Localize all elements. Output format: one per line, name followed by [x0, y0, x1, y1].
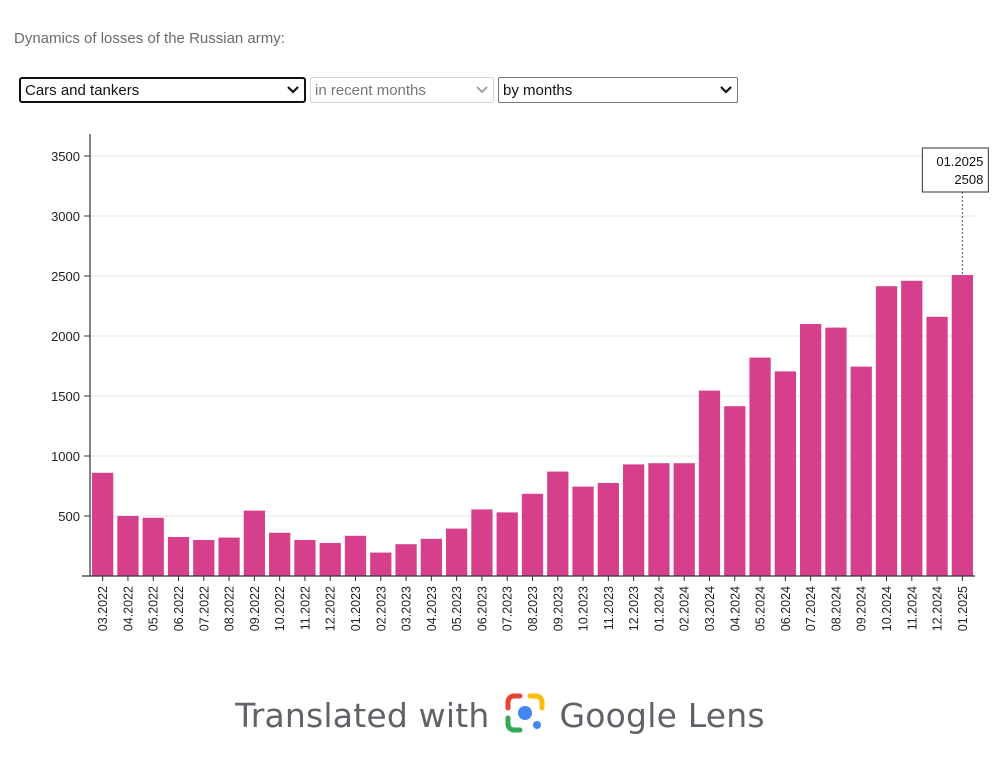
- bar-10.2022[interactable]: [269, 532, 291, 576]
- y-tick-label: 2000: [51, 329, 80, 344]
- bar-11.2024[interactable]: [901, 280, 923, 576]
- bar-10.2023[interactable]: [572, 486, 594, 576]
- x-tick-label: 07.2023: [501, 586, 515, 631]
- x-tick-label: 10.2024: [880, 586, 894, 631]
- x-tick-label: 12.2024: [931, 586, 945, 631]
- y-tick-label: 3000: [51, 209, 80, 224]
- period-select[interactable]: in recent months: [310, 77, 494, 103]
- bar-12.2024[interactable]: [926, 316, 948, 576]
- bar-05.2022[interactable]: [142, 517, 164, 576]
- bar-03.2024[interactable]: [698, 390, 721, 576]
- bar-09.2024[interactable]: [850, 366, 872, 576]
- bar-12.2022[interactable]: [319, 543, 341, 576]
- x-tick-label: 12.2023: [627, 586, 641, 631]
- tooltip-label: 01.2025: [936, 154, 983, 169]
- x-tick-label: 09.2024: [855, 586, 869, 631]
- y-tick-label: 500: [58, 509, 80, 524]
- x-tick-label: 01.2025: [956, 586, 970, 631]
- bar-02.2023[interactable]: [370, 552, 392, 576]
- x-tick-label: 11.2022: [298, 586, 312, 630]
- x-tick-label: 12.2022: [324, 586, 338, 631]
- y-tick-label: 1500: [51, 389, 80, 404]
- x-tick-label: 06.2023: [475, 586, 489, 631]
- period-select-value: in recent months: [315, 81, 426, 99]
- x-tick-label: 06.2024: [779, 586, 793, 631]
- x-tick-label: 04.2022: [121, 586, 135, 631]
- bar-07.2023[interactable]: [496, 512, 518, 576]
- bar-04.2022[interactable]: [117, 516, 139, 576]
- bar-06.2023[interactable]: [471, 509, 493, 576]
- x-tick-label: 10.2022: [273, 586, 287, 631]
- bar-04.2024[interactable]: [724, 406, 746, 576]
- bar-02.2024[interactable]: [673, 463, 695, 576]
- bar-05.2023[interactable]: [446, 528, 468, 576]
- category-select[interactable]: Cars and tankers: [19, 77, 306, 103]
- x-tick-label: 10.2023: [577, 586, 591, 631]
- losses-bar-chart: 500 1000 1500 2000 2500 3000 3500 03.2022 04.20…: [51, 134, 989, 631]
- footer-brand-text: Google Lens: [559, 695, 765, 735]
- bar-07.2022[interactable]: [193, 540, 215, 576]
- chart-heading: Dynamics of losses of the Russian army:: [14, 30, 285, 47]
- x-tick-label: 09.2022: [248, 586, 262, 631]
- x-tick-label: 02.2023: [374, 586, 388, 631]
- x-tick-label: 08.2022: [223, 586, 237, 631]
- category-select-value: Cars and tankers: [25, 81, 140, 99]
- bar-07.2024[interactable]: [800, 324, 822, 576]
- x-tick-label: 11.2023: [602, 586, 616, 630]
- bar-11.2023[interactable]: [597, 483, 619, 576]
- x-tick-label: 04.2024: [728, 586, 742, 631]
- bar-08.2024[interactable]: [825, 327, 847, 576]
- bar-09.2022[interactable]: [243, 510, 265, 576]
- google-lens-icon: [504, 692, 546, 739]
- footer-translated-text: Translated with: [235, 695, 490, 735]
- bar-03.2023[interactable]: [395, 544, 417, 576]
- bar-01.2023[interactable]: [344, 535, 367, 576]
- bar-06.2024[interactable]: [774, 371, 796, 576]
- bar-12.2023[interactable]: [623, 464, 645, 576]
- x-tick-label: 06.2022: [172, 586, 186, 631]
- x-tick-label: 01.2024: [652, 586, 666, 631]
- chart-tooltip: 01.2025 2508: [921, 147, 989, 276]
- chevron-down-icon: [282, 79, 304, 101]
- x-tick-label: 05.2024: [754, 586, 768, 631]
- x-tick-label: 05.2023: [450, 586, 464, 631]
- grouping-select[interactable]: by months: [498, 77, 738, 103]
- bar-03.2022[interactable]: [92, 472, 114, 576]
- bar-01.2024[interactable]: [648, 463, 670, 576]
- x-tick-label: 08.2024: [829, 586, 843, 631]
- bar-10.2024[interactable]: [875, 286, 898, 576]
- x-tick-label: 11.2024: [905, 586, 919, 630]
- bar-05.2024[interactable]: [749, 357, 771, 576]
- x-tick-label: 03.2024: [703, 586, 717, 631]
- x-tick-label: 05.2022: [147, 586, 161, 631]
- chevron-down-icon: [715, 79, 737, 101]
- x-tick-label: 03.2022: [96, 586, 110, 631]
- google-lens-footer: Translated with Google Lens: [0, 690, 1000, 740]
- tooltip-box: [921, 147, 989, 193]
- bar-11.2022[interactable]: [294, 540, 316, 576]
- bar-09.2023[interactable]: [547, 471, 569, 576]
- tooltip-value: 2508: [954, 172, 983, 187]
- x-tick-label: 04.2023: [425, 586, 439, 631]
- y-tick-label: 3500: [51, 149, 80, 164]
- x-tick-label: 09.2023: [551, 586, 565, 631]
- x-tick-label: 02.2024: [678, 586, 692, 631]
- x-tick-label: 08.2023: [526, 586, 540, 631]
- chevron-down-icon: [471, 79, 493, 101]
- bar-08.2022[interactable]: [218, 537, 240, 576]
- bar-01.2025[interactable]: [951, 275, 973, 576]
- grouping-select-value: by months: [503, 81, 573, 99]
- bar-06.2022[interactable]: [167, 537, 190, 576]
- x-tick-label: 07.2024: [804, 586, 818, 631]
- x-tick-label: 01.2023: [349, 586, 363, 631]
- x-tick-label: 03.2023: [400, 586, 414, 631]
- bar-04.2023[interactable]: [420, 538, 442, 576]
- x-tick-label: 07.2022: [197, 586, 211, 631]
- y-tick-label: 2500: [51, 269, 80, 284]
- bar-08.2023[interactable]: [521, 493, 544, 576]
- y-tick-label: 1000: [51, 449, 80, 464]
